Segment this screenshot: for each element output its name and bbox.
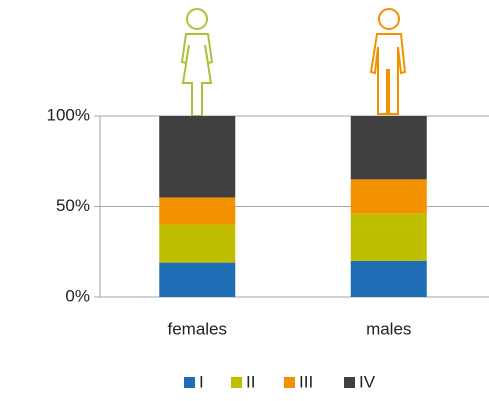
bar-segment (350, 116, 427, 180)
legend-swatch (344, 377, 355, 388)
legend-label: IV (359, 372, 376, 391)
legend-label: III (299, 372, 313, 391)
female-icon (180, 8, 214, 117)
legend-label: I (199, 372, 204, 391)
bar-segment (350, 179, 427, 214)
bar-segment (159, 197, 236, 225)
y-tick-label: 50% (56, 196, 90, 215)
bar-segment (159, 262, 236, 297)
x-tick-label: males (366, 319, 411, 338)
legend-swatch (231, 377, 242, 388)
male-icon (369, 8, 407, 115)
legend-swatch (284, 377, 295, 388)
bar-segment (350, 213, 427, 261)
bar-segment (350, 260, 427, 297)
legend-label: II (246, 372, 255, 391)
y-tick-label: 100% (47, 105, 90, 124)
bar-segment (159, 224, 236, 263)
x-tick-label: females (167, 319, 227, 338)
bar-segment (159, 116, 236, 198)
legend-swatch (184, 377, 195, 388)
y-tick-label: 0% (65, 286, 90, 305)
